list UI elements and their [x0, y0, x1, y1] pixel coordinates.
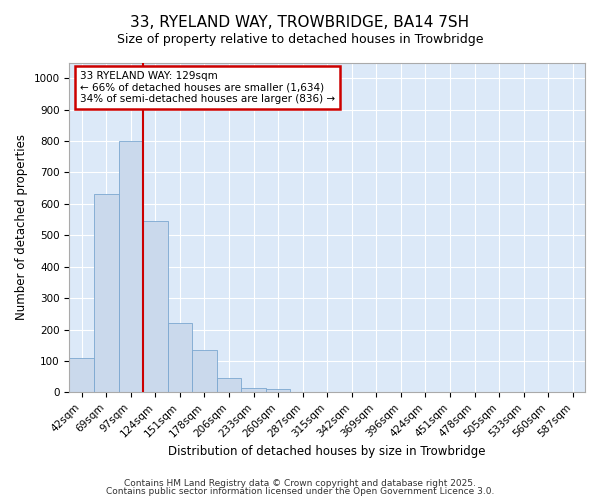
- Text: 33, RYELAND WAY, TROWBRIDGE, BA14 7SH: 33, RYELAND WAY, TROWBRIDGE, BA14 7SH: [130, 15, 470, 30]
- Text: Contains HM Land Registry data © Crown copyright and database right 2025.: Contains HM Land Registry data © Crown c…: [124, 478, 476, 488]
- Bar: [192, 350, 217, 393]
- X-axis label: Distribution of detached houses by size in Trowbridge: Distribution of detached houses by size …: [169, 444, 486, 458]
- Bar: [266, 389, 290, 392]
- Bar: [94, 194, 119, 392]
- Bar: [217, 378, 241, 392]
- Bar: [143, 221, 167, 392]
- Y-axis label: Number of detached properties: Number of detached properties: [15, 134, 28, 320]
- Text: Size of property relative to detached houses in Trowbridge: Size of property relative to detached ho…: [117, 32, 483, 46]
- Text: Contains public sector information licensed under the Open Government Licence 3.: Contains public sector information licen…: [106, 487, 494, 496]
- Bar: [70, 358, 94, 392]
- Text: 33 RYELAND WAY: 129sqm
← 66% of detached houses are smaller (1,634)
34% of semi-: 33 RYELAND WAY: 129sqm ← 66% of detached…: [80, 70, 335, 104]
- Bar: [241, 388, 266, 392]
- Bar: [167, 322, 192, 392]
- Bar: [119, 141, 143, 393]
